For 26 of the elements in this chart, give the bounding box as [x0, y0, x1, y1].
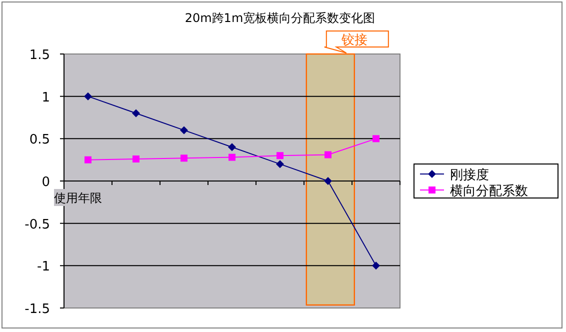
y-tick-label: 0.5	[29, 132, 50, 148]
y-tick-label: 1.5	[29, 48, 50, 63]
x-axis-title: 使用年限	[54, 191, 102, 205]
legend-label: 横向分配系数	[450, 184, 528, 199]
point	[276, 160, 284, 168]
point	[84, 92, 92, 100]
point	[228, 154, 236, 161]
point	[276, 152, 284, 160]
point	[84, 156, 92, 164]
y-tick-label: 1	[42, 90, 50, 106]
point	[372, 262, 380, 270]
point	[324, 151, 332, 158]
point	[372, 135, 380, 142]
text: 铰接	[340, 33, 368, 48]
y-tick-label: -0.5	[24, 217, 50, 232]
point	[132, 155, 140, 162]
point	[180, 126, 188, 134]
y-tick-label: 0	[42, 175, 50, 190]
y-tick-label: -1.5	[24, 302, 50, 317]
point	[324, 177, 332, 185]
point	[132, 109, 140, 118]
point	[180, 154, 188, 162]
y-tick-label: -1	[37, 260, 50, 275]
point	[228, 143, 236, 152]
legend-label: 刚接度	[450, 167, 489, 183]
chart-title: 20m跨1m宽板横向分配系数变化图	[184, 11, 376, 25]
